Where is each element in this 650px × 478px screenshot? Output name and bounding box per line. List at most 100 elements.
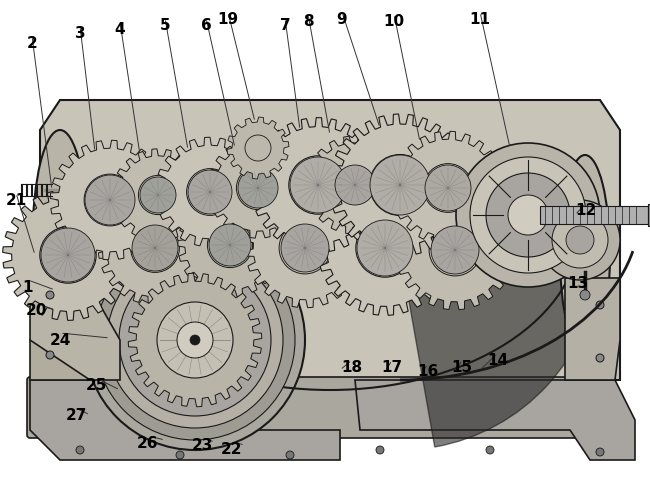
Text: 5: 5 — [160, 18, 170, 33]
Circle shape — [596, 448, 604, 456]
Text: 6: 6 — [201, 18, 211, 33]
Text: 1: 1 — [23, 280, 33, 295]
Text: 7: 7 — [280, 18, 291, 33]
Bar — [540, 206, 648, 224]
Polygon shape — [251, 118, 385, 252]
Circle shape — [552, 212, 608, 268]
Circle shape — [486, 173, 570, 257]
Circle shape — [238, 168, 278, 208]
Circle shape — [157, 302, 233, 378]
Text: 15: 15 — [452, 360, 473, 375]
Circle shape — [580, 290, 590, 300]
FancyBboxPatch shape — [27, 377, 593, 438]
Circle shape — [84, 174, 136, 226]
Polygon shape — [178, 193, 282, 297]
Circle shape — [188, 170, 232, 214]
Circle shape — [95, 240, 295, 440]
Circle shape — [429, 224, 481, 276]
Text: 17: 17 — [382, 360, 402, 375]
Text: 9: 9 — [337, 12, 347, 27]
Circle shape — [237, 166, 280, 209]
Polygon shape — [30, 270, 110, 380]
Circle shape — [281, 224, 329, 272]
Ellipse shape — [560, 155, 610, 355]
Circle shape — [335, 165, 375, 205]
Circle shape — [85, 175, 135, 225]
Polygon shape — [227, 117, 289, 179]
Polygon shape — [318, 181, 452, 315]
Circle shape — [279, 222, 331, 274]
Circle shape — [131, 224, 179, 272]
Circle shape — [596, 354, 604, 362]
Circle shape — [140, 177, 176, 213]
Circle shape — [85, 230, 305, 450]
Bar — [648, 204, 650, 226]
Circle shape — [357, 220, 413, 276]
Polygon shape — [565, 278, 620, 380]
Polygon shape — [98, 191, 212, 305]
Text: 22: 22 — [221, 442, 242, 457]
Circle shape — [540, 200, 620, 280]
Circle shape — [376, 446, 384, 454]
Polygon shape — [355, 380, 635, 460]
Circle shape — [187, 169, 233, 216]
Text: 27: 27 — [65, 408, 86, 423]
Text: 14: 14 — [488, 353, 508, 368]
Text: 4: 4 — [114, 22, 125, 37]
Polygon shape — [128, 273, 262, 407]
Text: 12: 12 — [575, 203, 597, 218]
Text: 18: 18 — [341, 360, 363, 375]
Polygon shape — [3, 190, 133, 320]
Polygon shape — [40, 100, 620, 380]
Text: 21: 21 — [5, 193, 27, 208]
Text: 8: 8 — [303, 14, 313, 29]
Circle shape — [470, 157, 586, 273]
Circle shape — [166, 311, 224, 369]
Ellipse shape — [32, 130, 88, 350]
Polygon shape — [391, 131, 504, 245]
Circle shape — [46, 351, 54, 359]
Circle shape — [177, 322, 213, 358]
Polygon shape — [245, 188, 365, 308]
Text: 2: 2 — [27, 36, 38, 51]
Text: 26: 26 — [137, 436, 159, 451]
Circle shape — [456, 143, 600, 287]
Circle shape — [431, 226, 479, 274]
Text: 25: 25 — [85, 378, 107, 393]
Polygon shape — [155, 137, 265, 247]
Circle shape — [508, 195, 548, 235]
Polygon shape — [30, 380, 340, 460]
Circle shape — [424, 163, 473, 212]
Circle shape — [138, 175, 177, 215]
Polygon shape — [306, 136, 404, 234]
Circle shape — [566, 226, 594, 254]
Circle shape — [209, 224, 251, 266]
Polygon shape — [30, 270, 120, 380]
Polygon shape — [208, 138, 308, 238]
Text: 19: 19 — [218, 12, 239, 27]
Text: 13: 13 — [567, 276, 588, 291]
Text: 11: 11 — [469, 12, 491, 27]
Text: 16: 16 — [417, 364, 439, 379]
Circle shape — [132, 225, 178, 271]
Circle shape — [356, 219, 414, 277]
Circle shape — [290, 157, 346, 213]
Polygon shape — [329, 114, 471, 256]
Polygon shape — [50, 140, 170, 260]
Circle shape — [46, 291, 54, 299]
Text: 3: 3 — [75, 26, 85, 41]
Circle shape — [176, 451, 184, 459]
Circle shape — [370, 155, 430, 215]
Text: 24: 24 — [49, 333, 71, 348]
Circle shape — [369, 154, 430, 216]
Wedge shape — [400, 250, 599, 447]
Circle shape — [289, 156, 347, 214]
Text: 20: 20 — [25, 303, 47, 318]
Circle shape — [41, 228, 95, 282]
Circle shape — [76, 446, 84, 454]
Polygon shape — [112, 149, 204, 241]
Circle shape — [40, 227, 96, 283]
Circle shape — [119, 264, 271, 416]
Circle shape — [207, 222, 253, 268]
Circle shape — [334, 164, 376, 206]
